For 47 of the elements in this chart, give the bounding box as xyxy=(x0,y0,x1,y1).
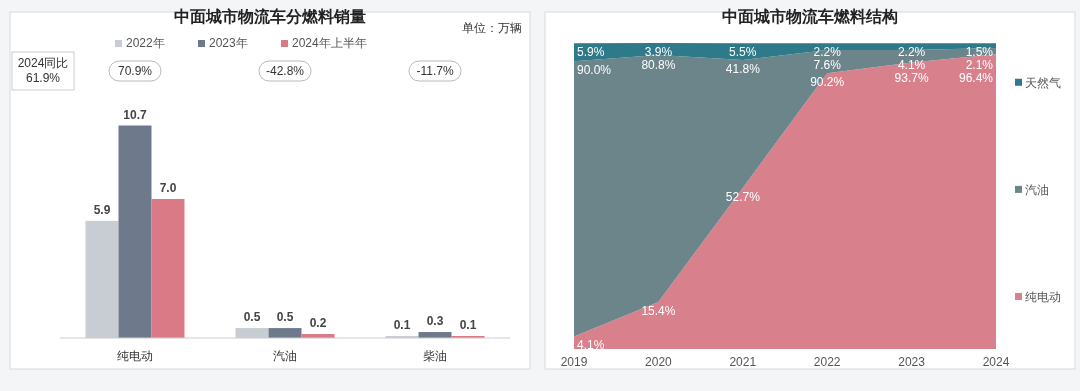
x-tick-label: 柴油 xyxy=(423,349,447,363)
data-label: 15.4% xyxy=(641,303,676,318)
x-tick-label: 纯电动 xyxy=(117,349,153,363)
data-label: 0.1 xyxy=(459,318,477,333)
data-label: 2.2% xyxy=(813,45,842,60)
data-label: 2.2% xyxy=(897,45,926,60)
data-label: 0.3 xyxy=(426,314,444,329)
chart-title: 中面城市物流车燃料结构 xyxy=(722,7,898,25)
x-tick-label: 2022 xyxy=(813,355,841,369)
data-label: 1.5% xyxy=(965,45,994,60)
data-label: 2.1% xyxy=(965,58,994,73)
legend-label: 汽油 xyxy=(1025,182,1049,197)
data-label: 7.0 xyxy=(159,180,177,195)
x-tick-label: 2019 xyxy=(560,355,588,369)
data-label: 80.8% xyxy=(641,58,676,72)
data-label: 41.8% xyxy=(725,62,761,77)
legend-label: 2024年上半年 xyxy=(292,36,367,50)
data-label: 4.1% xyxy=(577,338,605,353)
data-label: 5.9 xyxy=(93,202,111,217)
legend-label: 2022年 xyxy=(126,36,165,50)
data-label: 3.9% xyxy=(644,45,673,59)
x-tick-label: 汽油 xyxy=(273,349,297,363)
x-tick-label: 2023 xyxy=(898,355,926,369)
legend-label: 天然气 xyxy=(1025,75,1061,90)
text: -42.8% xyxy=(265,64,305,78)
data-label: 0.1 xyxy=(393,318,411,333)
legend-label: 2023年 xyxy=(209,36,248,50)
data-label: 90.0% xyxy=(577,63,612,78)
data-label: 5.9% xyxy=(577,45,605,60)
data-label: 93.7% xyxy=(894,71,929,86)
data-label: 7.6% xyxy=(813,58,842,73)
y-axis-title: 单位：万辆 xyxy=(462,21,522,35)
data-label: 96.4% xyxy=(958,71,994,86)
data-label: 0.2 xyxy=(309,316,327,331)
x-tick-label: 2021 xyxy=(729,355,757,369)
data-label: 0.5 xyxy=(276,310,294,325)
data-label: 4.1% xyxy=(897,58,926,73)
chart-title: 中面城市物流车分燃料销量 xyxy=(174,7,366,25)
x-tick-label: 2024 xyxy=(982,355,1010,369)
text: -11.7% xyxy=(416,64,454,78)
data-label: 10.7 xyxy=(123,107,147,122)
legend-label: 纯电动 xyxy=(1025,289,1061,304)
data-label: 0.5 xyxy=(243,310,261,325)
text: 2024同比 61.9% xyxy=(17,56,69,85)
text: 70.9% xyxy=(117,64,153,78)
x-tick-label: 2020 xyxy=(645,355,673,369)
data-label: 5.5% xyxy=(729,45,757,60)
